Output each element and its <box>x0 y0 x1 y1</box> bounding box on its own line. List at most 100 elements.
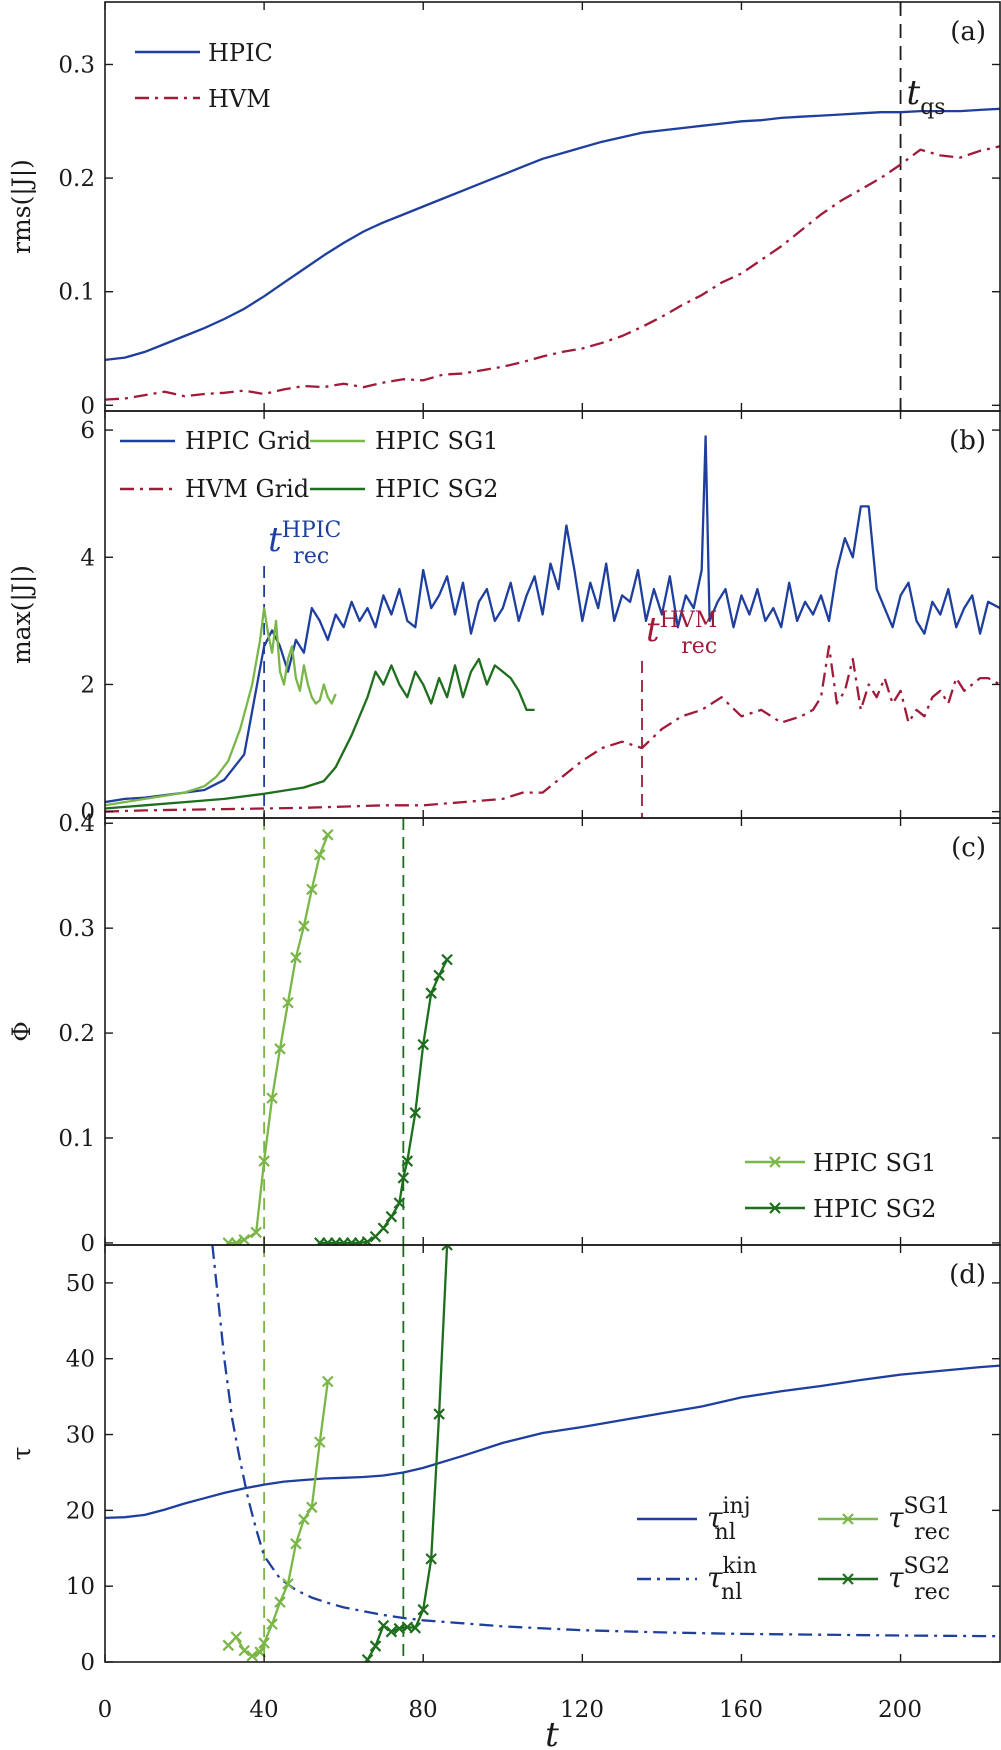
data-point-marker <box>377 1222 390 1234</box>
y-axis-label: max(|J|) <box>7 565 37 664</box>
annotation-t-rec-hvm: tHVM rec <box>646 608 717 659</box>
y-tick-label: 0.1 <box>58 280 95 306</box>
y-tick-label: 20 <box>66 1498 95 1524</box>
axes-frame <box>104 1244 1001 1663</box>
data-point-marker <box>321 829 334 841</box>
series-line <box>105 145 1000 401</box>
data-point-marker <box>321 1375 334 1388</box>
series-line <box>105 435 1000 804</box>
data-point-marker <box>393 1197 406 1209</box>
data-point-marker <box>314 848 326 861</box>
x-tick-label: 0 <box>98 1697 113 1723</box>
series-line <box>105 107 1000 362</box>
data-point-marker <box>298 1513 310 1526</box>
x-axis-label: t <box>545 1715 559 1750</box>
data-point-marker <box>246 1650 258 1662</box>
data-point-marker <box>425 1553 437 1565</box>
y-tick-label: 0.3 <box>58 52 95 78</box>
data-point-marker <box>385 1625 398 1638</box>
data-point-marker <box>274 1596 286 1608</box>
data-point-marker <box>306 1501 318 1514</box>
x-tick-label: 80 <box>408 1697 437 1723</box>
panel-2: 0 0.1 0.2 0.3 0.4 Φ (c) HPIC SG1 HPIC SG2 <box>7 811 1001 1257</box>
panel-3: 0 10 20 30 40 50 τ (d) τinj nl τkin nl τSG1 rec τSG2 re… <box>7 1244 1001 1676</box>
series-line <box>228 834 329 1245</box>
legend-label: τinj nl <box>707 1494 751 1545</box>
y-tick-label: 6 <box>80 418 95 444</box>
legend-label: HPIC SG1 <box>813 1149 936 1177</box>
y-tick-label: 0 <box>80 1650 95 1676</box>
data-point-marker <box>298 920 310 932</box>
legend-label: HVM <box>208 85 271 113</box>
annotation-t-qs: tqs <box>907 73 946 120</box>
series-line <box>105 645 1000 813</box>
legend-label: HPIC SG2 <box>375 475 498 503</box>
data-point-marker <box>377 1619 390 1632</box>
data-point-marker <box>266 1092 278 1104</box>
data-point-marker <box>230 1237 243 1245</box>
annotation-t-rec-hpic: tHPIC rec <box>268 518 341 569</box>
y-tick-label: 0.1 <box>58 1126 95 1152</box>
y-axis-label: Φ <box>7 1021 36 1042</box>
data-point-marker <box>401 1155 414 1167</box>
data-point-marker <box>290 951 302 964</box>
data-point-marker <box>258 1155 270 1167</box>
y-axis-label: rms(|J|) <box>7 159 37 254</box>
data-point-marker <box>274 1043 286 1055</box>
y-tick-label: 2 <box>80 672 95 698</box>
y-tick-label: 0.2 <box>58 166 95 192</box>
series-line <box>319 959 449 1245</box>
data-point-marker <box>361 1653 374 1662</box>
data-point-marker <box>385 1210 398 1223</box>
panel-label: (d) <box>949 1260 986 1290</box>
legend-label: HPIC Grid <box>185 427 311 455</box>
series-line <box>227 1381 329 1658</box>
legend-label: HPIC SG1 <box>375 427 498 455</box>
panel-0: 0 0.1 0.2 0.3 rms(|J|) (a) HPIC HVM tqs <box>7 1 1001 419</box>
legend-marker <box>769 1156 781 1168</box>
x-tick-label: 40 <box>249 1697 278 1723</box>
data-point-marker <box>369 1640 382 1652</box>
series-line <box>105 1364 1000 1520</box>
y-tick-label: 40 <box>66 1347 95 1373</box>
legend-label: τSG1 rec <box>888 1494 950 1545</box>
legend-marker <box>842 1573 854 1585</box>
panel-1: 0 2 4 6 max(|J|) (b) HPIC Grid HVM Grid HPIC SG1… <box>7 410 1001 826</box>
data-point-marker <box>425 987 437 999</box>
legend-marker <box>842 1513 854 1525</box>
data-point-marker <box>433 1408 445 1420</box>
panel-label: (a) <box>950 17 986 47</box>
data-point-marker <box>441 953 453 966</box>
data-point-marker <box>441 1245 453 1251</box>
data-point-marker <box>282 1578 294 1590</box>
y-tick-label: 4 <box>80 545 95 571</box>
data-point-marker <box>353 1237 366 1245</box>
y-tick-label: 30 <box>66 1423 95 1449</box>
data-point-marker <box>409 1107 422 1119</box>
panel-label: (c) <box>951 833 986 863</box>
y-tick-label: 50 <box>66 1271 95 1297</box>
series-line <box>366 1245 449 1661</box>
legend-label: τSG2 rec <box>888 1554 950 1605</box>
data-point-marker <box>258 1637 270 1649</box>
data-point-marker <box>417 1038 429 1051</box>
series-group <box>105 107 1000 401</box>
y-tick-label: 0.2 <box>58 1021 95 1047</box>
panel-label: (b) <box>949 426 986 456</box>
y-axis-label: τ <box>7 1447 36 1461</box>
data-point-marker <box>314 1436 326 1448</box>
data-point-marker <box>282 996 294 1009</box>
y-tick-label: 0.4 <box>58 811 95 837</box>
series-group <box>105 1245 1000 1662</box>
data-point-marker <box>250 1226 262 1239</box>
series-line <box>211 1245 1000 1638</box>
legend-label: HPIC SG2 <box>813 1195 936 1223</box>
legend-label: τkin nl <box>707 1554 757 1605</box>
y-tick-label: 0 <box>80 800 95 826</box>
y-tick-label: 0.3 <box>58 916 95 942</box>
data-point-marker <box>238 1233 250 1245</box>
data-point-marker <box>306 883 318 896</box>
data-point-marker <box>230 1631 243 1643</box>
series-line <box>105 657 535 810</box>
